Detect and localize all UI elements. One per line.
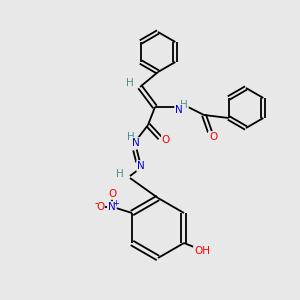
Text: O: O [209,132,217,142]
Text: H: H [180,100,188,110]
Text: N: N [108,202,116,212]
Text: +: + [112,199,119,208]
Text: H: H [116,169,124,179]
Text: H: H [126,78,134,88]
Text: N: N [137,161,145,171]
Text: O: O [96,202,104,212]
Text: OH: OH [194,246,210,256]
Text: N: N [175,105,183,115]
Text: -: - [94,198,98,208]
Text: H: H [127,132,135,142]
Text: O: O [162,135,170,145]
Text: N: N [132,138,140,148]
Text: O: O [108,189,116,199]
